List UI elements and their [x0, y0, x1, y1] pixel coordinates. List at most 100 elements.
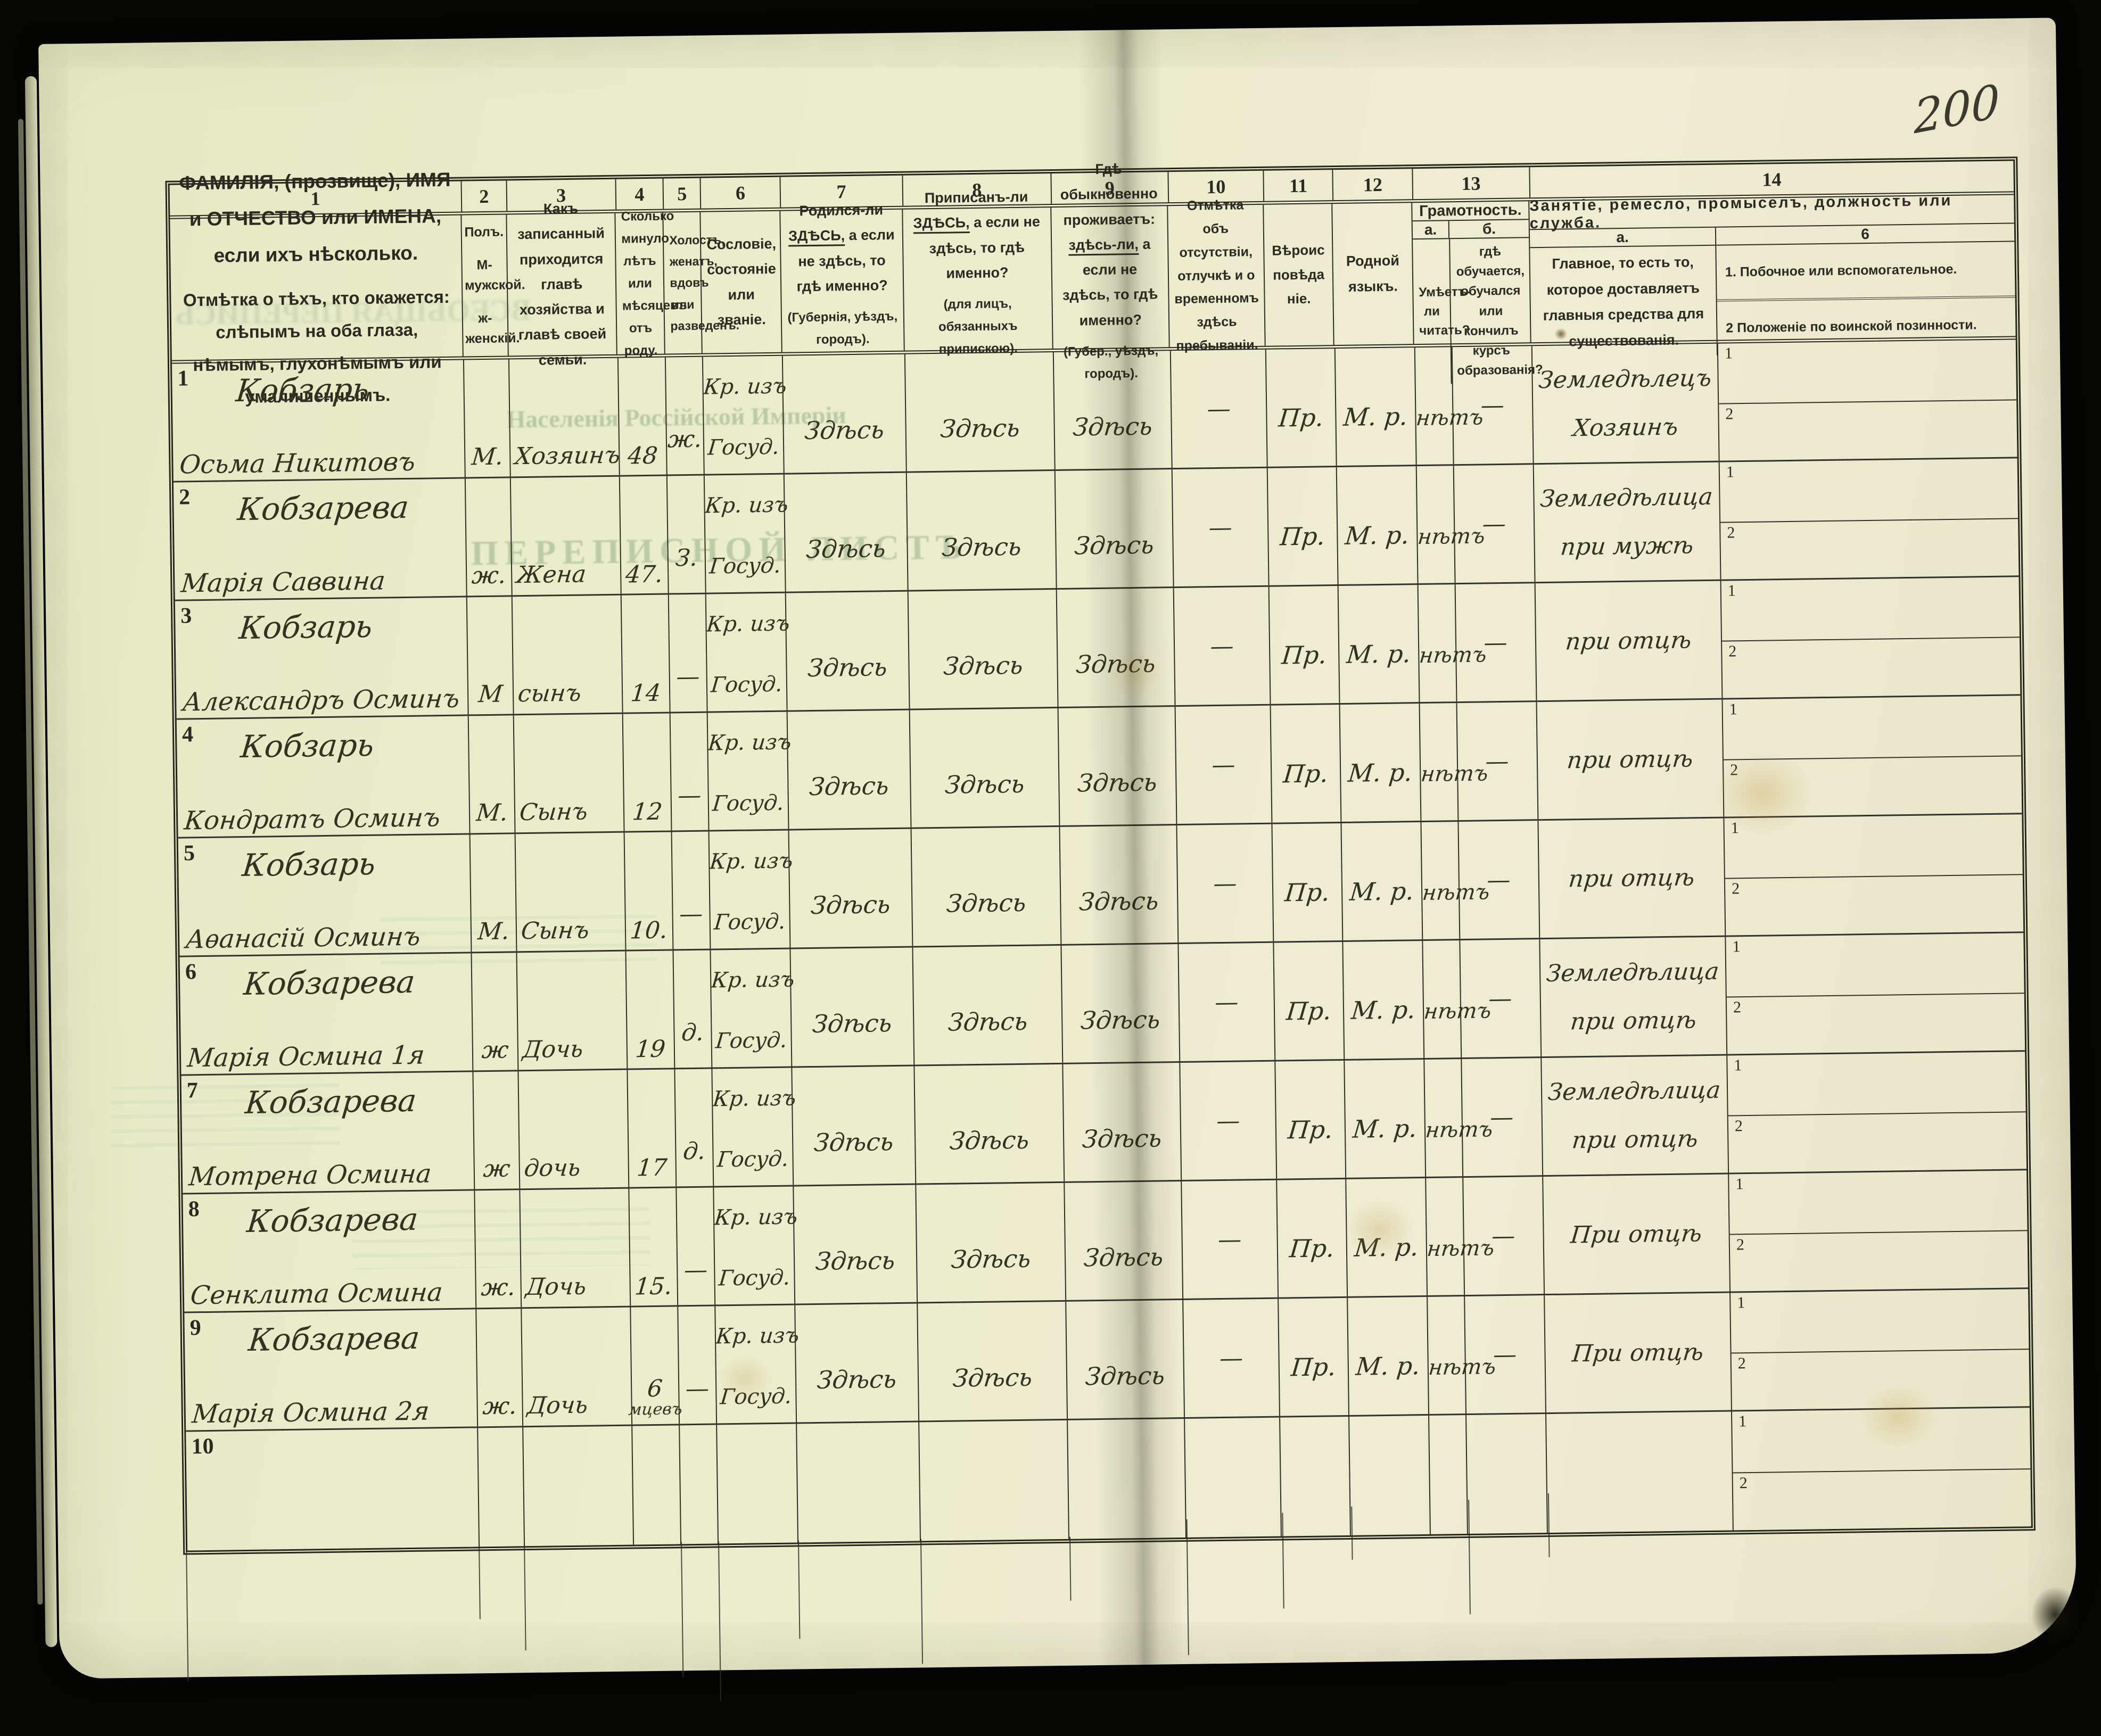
header-literacy-group: Грамотность. а. б. Умѣетъ-ли читать? гдѣ…	[1412, 201, 1543, 385]
cell-registration: Здѣсь	[913, 945, 1064, 1065]
cell-marital: д.	[673, 950, 713, 1068]
cell-absence: —	[1172, 468, 1270, 587]
table-row: 10 1 2	[186, 1408, 2031, 1551]
cell-literacy-school: —	[1455, 583, 1537, 702]
side-occupation-box: 1	[1727, 1052, 2026, 1117]
cell-estate: Кр. изъ Госуд.	[704, 474, 789, 593]
side-occupation-box: 1	[1726, 933, 2024, 998]
column-tail	[479, 1544, 481, 1619]
cell-literacy-read: нѣтъ	[1416, 466, 1486, 584]
cell-religion: Пр.	[1272, 823, 1344, 941]
cell-birthplace: Здѣсь	[786, 591, 910, 710]
table-row: 2 Кобзарева Марія Саввина ж. Жена 47. З.…	[173, 458, 2019, 601]
cell-occupation-main: Земледѣлецъ Хозяинъ	[1532, 343, 1720, 464]
cell-religion: Пр.	[1274, 941, 1345, 1060]
side-occupation-box: 1	[1719, 458, 2018, 524]
cell-age: 17	[627, 1069, 677, 1187]
cell-religion: Пр.	[1279, 1297, 1350, 1416]
header-row: ФАМИЛІЯ, (прозвище), ИМЯ и ОТЧЕСТВО или …	[170, 161, 2016, 407]
cell-religion: Пр.	[1275, 1060, 1347, 1179]
cell-relation: сынъ	[512, 595, 623, 714]
cell-name: 1 Кобзарь Осьма Никитовъ	[171, 360, 466, 481]
cell-absence: —	[1180, 1061, 1278, 1180]
cell-age	[632, 1425, 682, 1545]
cell-name: 8 Кобзарева Сенклита Осмина	[183, 1191, 477, 1312]
side-occupation-box: 1	[1732, 1408, 2031, 1474]
cell-name: 4 Кобзарь Кондратъ Осминъ	[176, 716, 471, 837]
column-tail	[718, 1541, 721, 1701]
cell-estate	[717, 1424, 799, 1544]
cell-language: М. р.	[1335, 348, 1417, 466]
table-row: 7 Кобзарева Мотрена Осмина ж дочь 17 д. …	[181, 1052, 2027, 1195]
header-registration: Приписанъ-ли ЗДѢСЬ, а если не здѣсь, то …	[902, 189, 1053, 357]
header-residence: Гдѣ обыкновенно проживаетъ: здѣсь-ли, а …	[1051, 161, 1170, 381]
cell-registration: Здѣсь	[911, 826, 1062, 946]
cell-relation: дочь	[518, 1070, 629, 1189]
military-status-box: 2	[1728, 642, 1737, 660]
cell-language: М. р.	[1345, 1059, 1427, 1178]
header-marital: Холостъ, женатъ, вдовъ или разведенъ.	[663, 212, 739, 354]
cell-sex: ж.	[476, 1309, 524, 1427]
cell-age: 6 мцевъ	[628, 1307, 683, 1425]
cell-language	[1349, 1415, 1431, 1535]
cell-residence: Здѣсь	[1057, 588, 1176, 707]
cell-occupation-main: При отцѣ	[1543, 1174, 1731, 1294]
header-religion: Вѣроисповѣданіе.	[1264, 204, 1335, 346]
stain	[2023, 1576, 2088, 1652]
cell-age: 47.	[620, 476, 670, 594]
cell-literacy-school: —	[1454, 465, 1536, 583]
cell-relation: Дочь	[517, 951, 628, 1070]
cell-language: М. р.	[1338, 585, 1420, 704]
cell-literacy-school: —	[1460, 939, 1542, 1058]
cell-absence: —	[1183, 1299, 1281, 1417]
cell-language: М. р.	[1340, 704, 1422, 822]
cell-residence: Здѣсь	[1065, 1181, 1183, 1300]
cell-occupation-side: 1 2	[1729, 1170, 2028, 1291]
cell-sex: ж.	[475, 1190, 522, 1308]
table-row: 8 Кобзарева Сенклита Осмина ж. Дочь 15. …	[183, 1170, 2029, 1313]
cell-literacy-school: —	[1463, 1177, 1545, 1295]
cell-relation: Сынъ	[514, 714, 625, 833]
cell-marital: ж.	[666, 357, 705, 475]
military-status-box: 2	[1731, 880, 1740, 898]
military-status-box: 2	[1737, 1354, 1746, 1373]
cell-relation: Сынъ	[515, 832, 626, 952]
cell-occupation-side: 1 2	[1726, 933, 2025, 1054]
column-tail	[1069, 1536, 1072, 1601]
cell-literacy-read: нѣтъ	[1415, 347, 1485, 465]
cell-registration: Здѣсь	[910, 708, 1060, 828]
side-occupation-box: 1	[1723, 696, 2021, 760]
header-absence: Отмѣтка объ отсутствіи, отлучкѣ и о врем…	[1168, 198, 1266, 353]
cell-absence: —	[1174, 586, 1271, 706]
cell-relation: Хозяинъ	[509, 358, 621, 477]
cell-age: 15.	[629, 1188, 679, 1306]
side-occupation-box: 1	[1731, 1289, 2029, 1354]
cell-birthplace: Здѣсь	[790, 947, 914, 1067]
side-occupation-box: 1	[1724, 814, 2023, 879]
cell-absence: —	[1177, 824, 1274, 943]
cell-sex	[478, 1427, 525, 1547]
table-row: 3 Кобзарь Александръ Осминъ М сынъ 14 — …	[175, 577, 2021, 720]
cell-estate: Кр. изъ Госуд.	[708, 830, 794, 949]
cell-relation: Дочь	[522, 1307, 632, 1426]
cell-occupation-main: Земледѣлица при мужѣ	[1534, 462, 1721, 582]
cell-residence	[1068, 1418, 1187, 1539]
cell-marital: —	[677, 1187, 716, 1305]
header-estate: Сословіе, состояніе или званіе.	[701, 211, 783, 353]
cell-absence: —	[1171, 349, 1268, 468]
header-birthplace: Родился-ли ЗДѢСЬ, а если не здѣсь, то гд…	[780, 202, 905, 352]
cell-sex: ж.	[465, 478, 513, 596]
cell-name: 5 Кобзарь Аѳанасій Осминъ	[178, 834, 472, 956]
military-status-box: 2	[1739, 1474, 1748, 1492]
cell-marital: З.	[668, 475, 706, 593]
cell-religion: Пр.	[1268, 467, 1339, 585]
cell-estate: Кр. изъ Госуд.	[706, 593, 791, 712]
cell-literacy-school: —	[1459, 821, 1540, 939]
cell-sex: М	[467, 597, 514, 715]
cell-sex: М.	[464, 359, 511, 477]
cell-name: 10	[186, 1428, 480, 1551]
cell-occupation-side: 1 2	[1727, 1052, 2026, 1172]
cell-birthplace: Здѣсь	[795, 1303, 919, 1423]
cell-sex: ж	[473, 1071, 521, 1189]
cell-occupation-main	[1546, 1411, 1734, 1533]
